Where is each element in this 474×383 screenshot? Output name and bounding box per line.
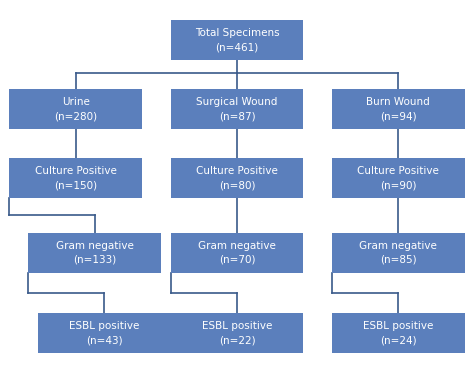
Text: Culture Positive
(n=80): Culture Positive (n=80) [196,166,278,190]
Text: Total Specimens
(n=461): Total Specimens (n=461) [195,28,279,52]
FancyBboxPatch shape [332,89,465,129]
Text: Gram negative
(n=133): Gram negative (n=133) [56,241,134,265]
FancyBboxPatch shape [38,313,171,353]
Text: Urine
(n=280): Urine (n=280) [55,97,97,121]
Text: Surgical Wound
(n=87): Surgical Wound (n=87) [196,97,278,121]
FancyBboxPatch shape [171,232,303,273]
Text: ESBL positive
(n=22): ESBL positive (n=22) [202,321,272,345]
FancyBboxPatch shape [171,158,303,198]
Text: Culture Positive
(n=90): Culture Positive (n=90) [357,166,439,190]
FancyBboxPatch shape [332,158,465,198]
FancyBboxPatch shape [171,313,303,353]
Text: Gram negative
(n=70): Gram negative (n=70) [198,241,276,265]
Text: Culture Positive
(n=150): Culture Positive (n=150) [35,166,117,190]
FancyBboxPatch shape [171,20,303,60]
FancyBboxPatch shape [332,232,465,273]
Text: Gram negative
(n=85): Gram negative (n=85) [359,241,437,265]
FancyBboxPatch shape [332,313,465,353]
FancyBboxPatch shape [9,89,142,129]
FancyBboxPatch shape [28,232,161,273]
FancyBboxPatch shape [171,89,303,129]
Text: ESBL positive
(n=43): ESBL positive (n=43) [69,321,139,345]
Text: ESBL positive
(n=24): ESBL positive (n=24) [363,321,433,345]
FancyBboxPatch shape [9,158,142,198]
Text: Burn Wound
(n=94): Burn Wound (n=94) [366,97,430,121]
